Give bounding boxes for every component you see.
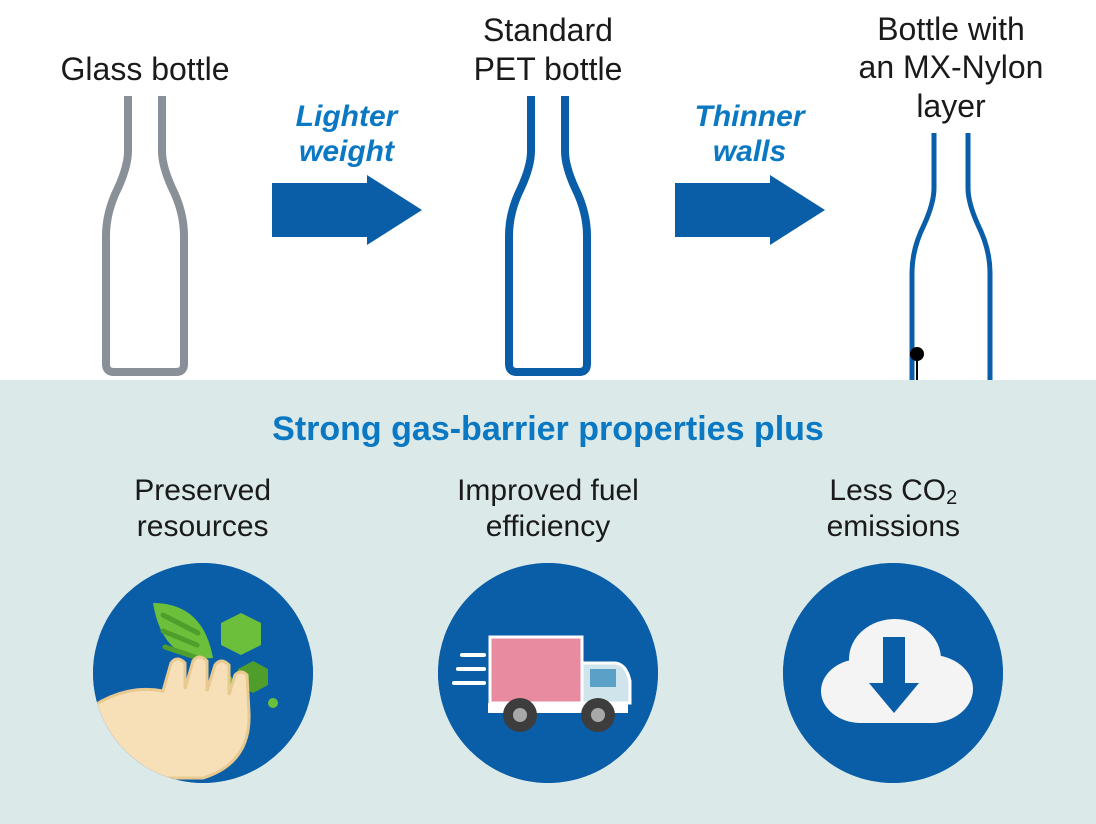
arrow-label-lighter: Lighterweight: [296, 100, 398, 169]
benefit-co2: Less CO2emissions: [743, 473, 1043, 783]
arrow-label-thinner: Thinnerwalls: [695, 100, 805, 169]
connector-dot-icon: [910, 347, 924, 361]
benefit-row: Preservedresources: [30, 473, 1066, 783]
bottle-label-glass: Glass bottle: [61, 10, 230, 88]
glass-bottle-icon: [90, 96, 200, 376]
mxnylon-bottle-icon: [896, 133, 1006, 413]
arrow-col-2: Thinnerwalls: [665, 10, 835, 245]
bottle-col-glass: Glass bottle: [30, 10, 260, 376]
benefit-fuel: Improved fuelefficiency: [398, 473, 698, 783]
arrow-right-icon: [272, 175, 422, 245]
benefit-label-co2: Less CO2emissions: [827, 473, 960, 547]
benefit-resources: Preservedresources: [53, 473, 353, 783]
bottle-col-mxnylon: Bottle withan MX-Nylon layer: [836, 10, 1066, 413]
fuel-circle-icon: [438, 563, 658, 783]
benefit-label-resources: Preservedresources: [134, 473, 271, 547]
bottle-col-pet: StandardPET bottle: [433, 10, 663, 376]
bottle-label-mxnylon: Bottle withan MX-Nylon layer: [836, 10, 1066, 125]
hand-leaf-icon: [93, 563, 313, 783]
truck-icon: [438, 563, 658, 783]
pet-bottle-icon: [493, 96, 603, 376]
co2-circle-icon: [783, 563, 1003, 783]
resources-circle-icon: [93, 563, 313, 783]
panel-title: Strong gas-barrier properties plus: [30, 410, 1066, 449]
benefit-label-fuel: Improved fuelefficiency: [457, 473, 639, 547]
arrow-col-1: Lighterweight: [262, 10, 432, 245]
bottle-comparison-section: Glass bottle Lighterweight StandardPET b…: [0, 0, 1096, 380]
cloud-down-icon: [783, 563, 1003, 783]
bottle-row: Glass bottle Lighterweight StandardPET b…: [30, 10, 1066, 380]
bottle-label-pet: StandardPET bottle: [474, 10, 623, 88]
arrow-right-icon: [675, 175, 825, 245]
benefits-panel: Strong gas-barrier properties plus Prese…: [0, 380, 1096, 824]
